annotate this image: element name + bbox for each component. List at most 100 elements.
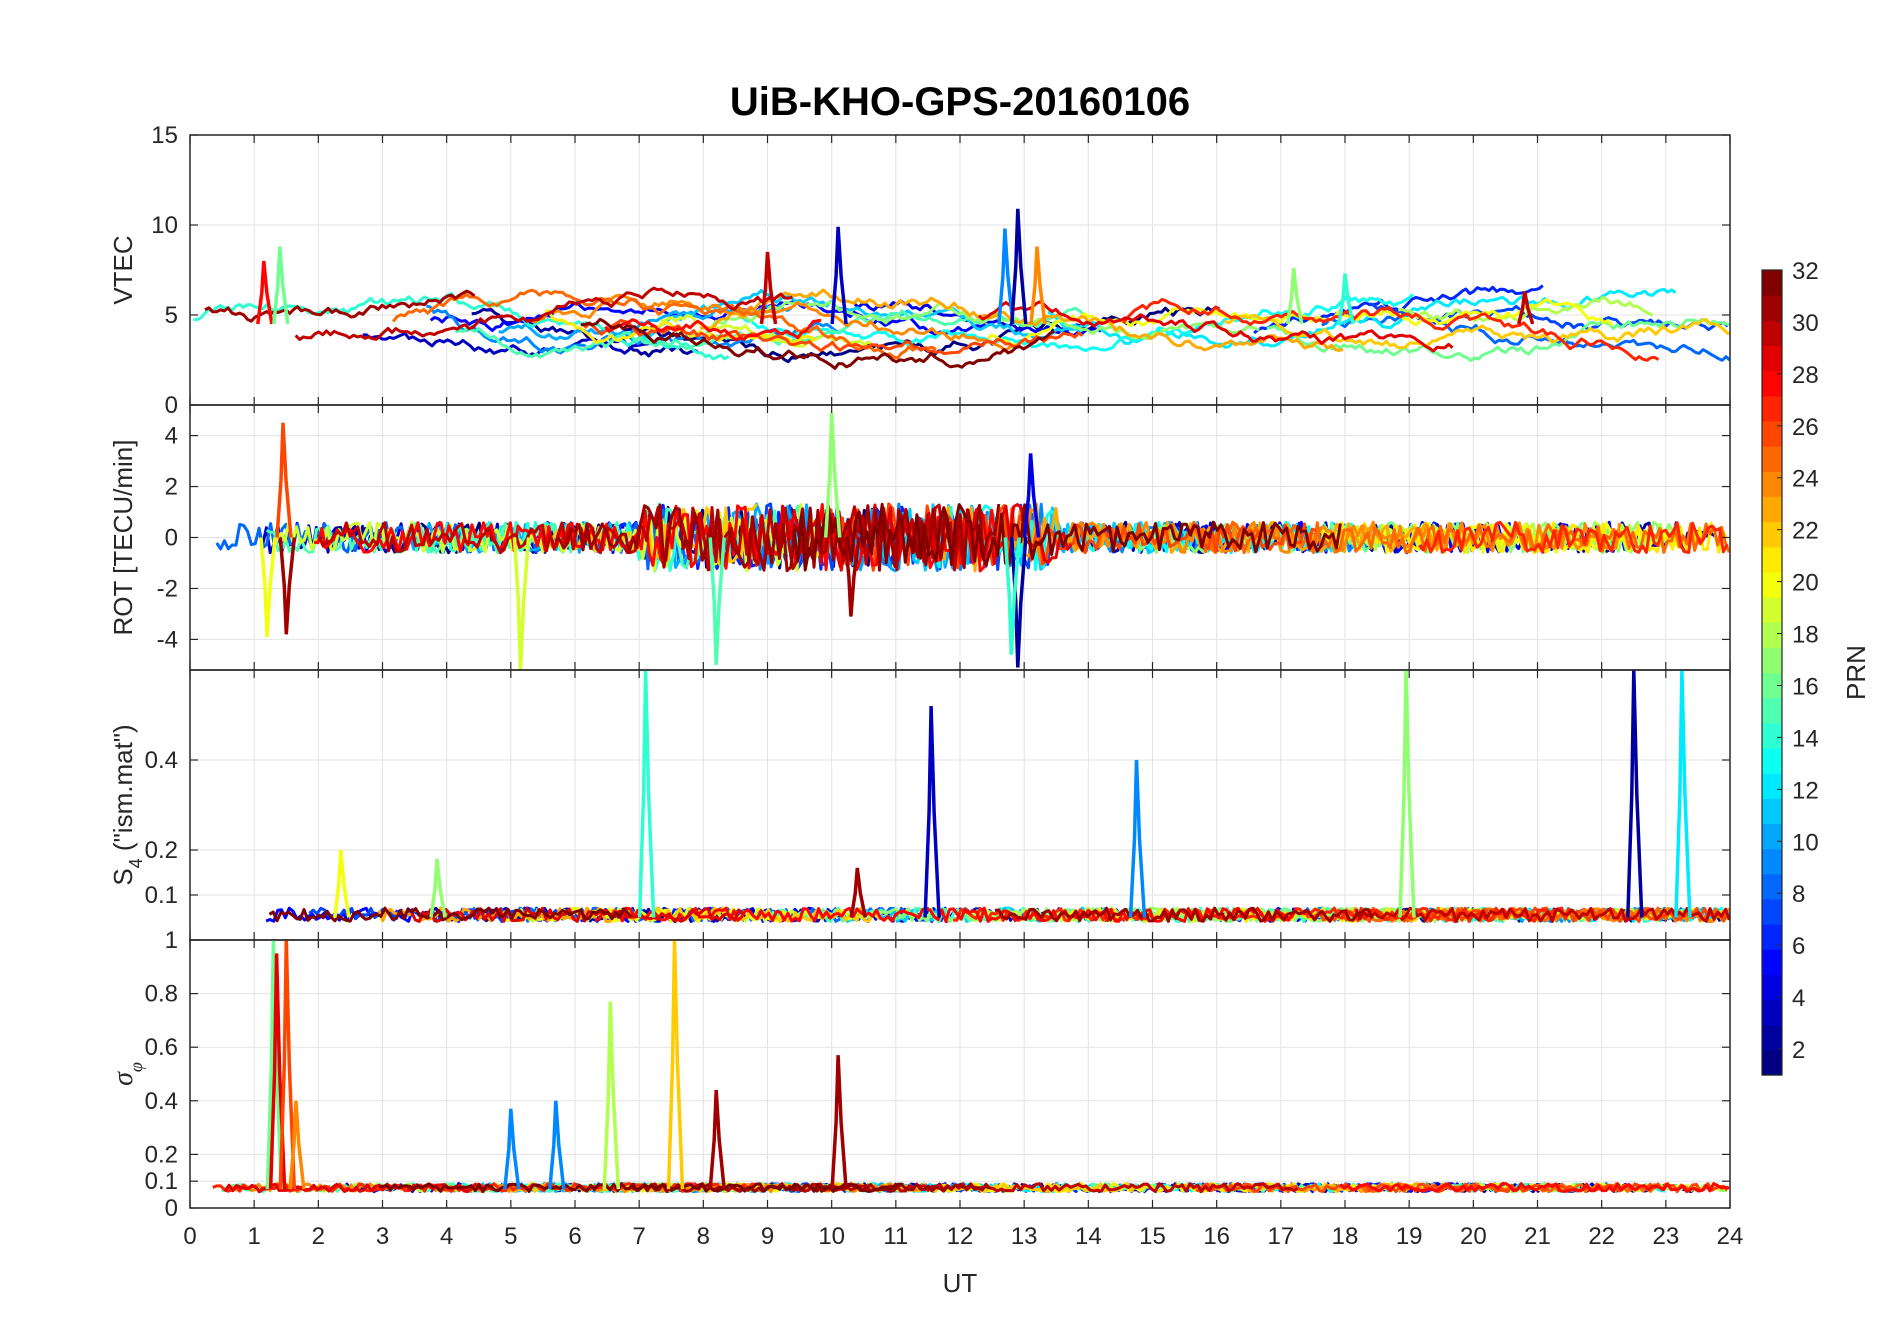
x-tick-label: 15 [1139, 1223, 1166, 1250]
series-prn-29 [977, 300, 1454, 353]
y-tick-label: 0 [165, 392, 178, 419]
colorbar-tick-label: 28 [1792, 362, 1819, 389]
colorbar-swatch [1762, 1024, 1782, 1051]
panel-4: 00.10.2 0.4 0.6 0.8 1 σφ [108, 927, 1731, 1222]
colorbar-swatch [1762, 546, 1782, 573]
y-tick-label: 0.2 [145, 1141, 178, 1168]
x-tick-label: 23 [1652, 1223, 1679, 1250]
colorbar-frame [1761, 269, 1783, 1076]
colorbar-tick-label: 22 [1792, 518, 1819, 545]
x-tick-label: 16 [1203, 1223, 1230, 1250]
x-tick-label: 14 [1075, 1223, 1102, 1250]
peak-prn-15-4 [708, 537, 726, 665]
peak-prn-12-5 [1674, 670, 1692, 918]
peak-prn-3-1 [923, 705, 941, 918]
x-tick-label: 1 [247, 1223, 260, 1250]
x-tick-label: 12 [947, 1223, 974, 1250]
peak-prn-16-0 [265, 940, 284, 1190]
colorbar-swatch [1762, 798, 1782, 825]
colorbar-tick-label: 32 [1792, 258, 1819, 285]
peak-prn-22-5 [666, 940, 685, 1190]
colorbar-tick-label: 20 [1792, 570, 1819, 597]
y-tick-label: 10 [151, 212, 178, 239]
colorbar-tick-label: 16 [1792, 673, 1819, 700]
y-tick-label: 0.4 [145, 1088, 178, 1115]
x-tick-label: 19 [1396, 1223, 1423, 1250]
colorbar-swatch [1762, 949, 1782, 975]
peak-prn-14-0 [637, 670, 656, 918]
x-tick-label: 10 [818, 1223, 845, 1250]
peak-prn-14-9 [1003, 537, 1022, 655]
peak-prn-17-7 [1285, 268, 1304, 325]
colorbar-swatch [1762, 974, 1782, 1001]
peak-prn-9-2 [1128, 759, 1147, 918]
y-tick-label: -4 [157, 626, 178, 653]
peak-prn-24-3 [288, 1100, 306, 1190]
x-axis-label: UT [943, 1268, 978, 1298]
series-prn-26 [581, 318, 1084, 355]
panel-3: 0.1 0.2 0.4S4 ("ism.mat") [108, 669, 1731, 941]
colorbar-swatch [1762, 773, 1782, 799]
colorbar-swatch [1762, 747, 1782, 774]
colorbar-swatch [1762, 924, 1782, 950]
series-prn-30 [1354, 906, 1730, 923]
colorbar-swatch [1762, 672, 1782, 699]
peak-prn-4-8 [1022, 453, 1041, 538]
series-prn-18 [1398, 295, 1654, 323]
colorbar-swatch [1762, 647, 1782, 674]
x-tick-label: 20 [1460, 1223, 1487, 1250]
colorbar-swatch [1762, 722, 1782, 749]
x-tick-label: 22 [1588, 1223, 1615, 1250]
y-tick-label: 4 [165, 423, 178, 450]
series-prn-25 [391, 288, 937, 360]
colorbar-tick-label: 6 [1792, 933, 1805, 960]
colorbar-swatch [1762, 370, 1782, 397]
peak-prn-17-7 [429, 858, 447, 918]
series-prn-28 [594, 906, 1298, 923]
peak-prn-28-0 [256, 260, 274, 325]
colorbar-swatch [1762, 848, 1782, 875]
x-tick-label: 4 [440, 1223, 453, 1250]
series-prn-27 [1418, 520, 1729, 554]
y-axis-label: ROT [TECU/min] [108, 440, 138, 636]
x-tick-label: 8 [697, 1223, 710, 1250]
chart-title: UiB-KHO-GPS-20160106 [730, 80, 1190, 124]
x-tick-label: 3 [376, 1223, 389, 1250]
series-prn-31 [994, 906, 1374, 923]
series-group [265, 670, 1730, 923]
colorbar-swatch [1762, 1049, 1782, 1076]
colorbar-swatch [1762, 496, 1782, 523]
colorbar-tick-label: 12 [1792, 777, 1819, 804]
colorbar-swatch [1762, 420, 1782, 447]
series-group [193, 208, 1730, 370]
series-prn-11 [641, 289, 1082, 341]
series-prn-3 [362, 332, 664, 358]
y-tick-label: 1 [165, 927, 178, 954]
peak-prn-16-1 [272, 246, 290, 325]
peak-prn-17-3 [1398, 670, 1416, 918]
colorbar-swatch [1762, 345, 1782, 372]
peak-prn-31-8 [849, 867, 868, 918]
colorbar-swatch [1762, 597, 1782, 623]
peak-prn-31-6 [843, 537, 861, 617]
colorbar-swatch [1762, 295, 1782, 321]
x-tick-label: 0 [183, 1223, 196, 1250]
colorbar-swatch [1762, 999, 1782, 1026]
colorbar-tick-label: 26 [1792, 414, 1819, 441]
y-axis-label: VTEC [108, 235, 138, 304]
y-tick-label: 0 [165, 1195, 178, 1222]
series-prn-32 [268, 906, 633, 923]
y-tick-label: 0.1 [145, 1168, 178, 1195]
peak-prn-24-6 [1029, 246, 1047, 325]
colorbar-swatch [1762, 898, 1782, 925]
colorbar-swatch [1762, 521, 1782, 548]
colorbar-swatch [1762, 873, 1782, 900]
peak-prn-30-2 [759, 251, 778, 325]
series-prn-32 [379, 1182, 903, 1193]
series-prn-28 [1339, 1182, 1730, 1194]
colorbar-tick-label: 14 [1792, 725, 1819, 752]
colorbar-swatch [1762, 446, 1782, 472]
y-tick-label: 0 [165, 525, 178, 552]
